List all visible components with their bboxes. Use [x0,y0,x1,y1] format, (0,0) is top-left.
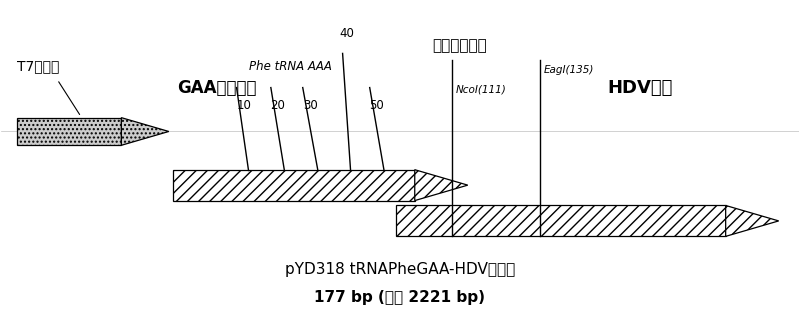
Text: 50: 50 [369,99,383,112]
Text: 30: 30 [303,99,318,112]
Polygon shape [726,205,778,236]
Text: HDV核醂: HDV核醂 [607,79,673,96]
Text: 核酸切割位点: 核酸切割位点 [432,38,486,53]
Bar [396,205,726,236]
Text: GAA反密码子: GAA反密码子 [177,79,256,96]
Text: 40: 40 [339,28,354,40]
Text: 177 bp (分子 2221 bp): 177 bp (分子 2221 bp) [314,290,486,305]
Text: T7启动子: T7启动子 [18,59,60,73]
Text: 20: 20 [270,99,286,112]
Text: Phe tRNA AAA: Phe tRNA AAA [249,60,331,73]
Bar [173,170,414,201]
Text: NcoI(111): NcoI(111) [456,84,506,94]
Polygon shape [122,118,169,145]
Text: 10: 10 [237,99,252,112]
Text: pYD318 tRNAPheGAA-HDV的片段: pYD318 tRNAPheGAA-HDV的片段 [285,262,515,277]
Text: EagI(135): EagI(135) [543,65,594,75]
Polygon shape [414,170,468,201]
Bar [18,118,122,145]
